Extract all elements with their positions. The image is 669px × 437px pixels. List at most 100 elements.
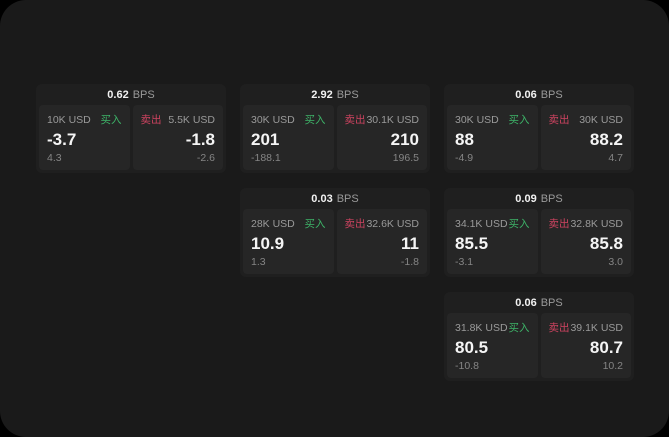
buy-price: 85.5 [455,234,489,253]
card-body: 31.8K USD 买入 80.5 -10.8 卖出 39.1K USD 80.… [444,313,634,381]
bps-unit-label: BPS [540,88,563,101]
buy-panel-top: 30K USD 买入 [251,112,326,127]
sell-amount: 5.5K USD [168,113,215,126]
sell-sub-value: 4.7 [608,152,623,164]
buy-amount: 31.8K USD [455,321,508,334]
card-body: 10K USD 买入 -3.7 4.3 卖出 5.5K USD -1.8 -2.… [36,105,226,173]
sell-panel[interactable]: 卖出 5.5K USD -1.8 -2.6 [132,105,223,170]
buy-amount: 10K USD [47,113,91,126]
sell-panel-top: 卖出 5.5K USD [141,112,216,127]
buy-label: 买入 [304,218,326,230]
sell-price: 11 [401,234,419,253]
buy-sub-value: 4.3 [47,152,62,164]
sell-label: 卖出 [548,218,570,230]
sell-label: 卖出 [344,114,366,126]
buy-panel-top: 34.1K USD 买入 [455,216,530,231]
bps-value: 0.09 [515,192,537,205]
buy-label: 买入 [508,322,530,334]
sell-panel[interactable]: 卖出 30K USD 88.2 4.7 [540,105,631,170]
sell-amount: 39.1K USD [570,321,623,334]
buy-price: 88 [455,130,474,149]
buy-panel[interactable]: 10K USD 买入 -3.7 4.3 [39,105,130,170]
card-header: 0.09 BPS [444,188,634,209]
buy-label: 买入 [100,114,122,126]
card-body: 30K USD 买入 201 -188.1 卖出 30.1K USD 210 1… [240,105,430,173]
buy-amount: 30K USD [251,113,295,126]
buy-panel-top: 31.8K USD 买入 [455,320,530,335]
bps-unit-label: BPS [540,296,563,309]
buy-sub-value: -4.9 [455,152,474,164]
buy-sub-value: 1.3 [251,256,266,268]
buy-panel[interactable]: 30K USD 买入 201 -188.1 [243,105,334,170]
bps-value: 0.62 [107,88,129,101]
quote-card[interactable]: 0.06 BPS 30K USD 买入 88 -4.9 卖出 30K USD 8… [444,84,634,173]
buy-sub-value: -3.1 [455,256,474,268]
sell-amount: 32.6K USD [366,217,419,230]
sell-sub-value: 196.5 [392,152,419,164]
bps-value: 0.03 [311,192,333,205]
buy-panel[interactable]: 34.1K USD 买入 85.5 -3.1 [447,209,538,274]
sell-label: 卖出 [548,114,570,126]
card-header: 0.62 BPS [36,84,226,105]
buy-panel[interactable]: 28K USD 买入 10.9 1.3 [243,209,334,274]
buy-amount: 34.1K USD [455,217,508,230]
sell-label: 卖出 [548,322,570,334]
sell-label: 卖出 [140,114,162,126]
bps-value: 0.06 [515,88,537,101]
bps-unit-label: BPS [132,88,155,101]
card-body: 30K USD 买入 88 -4.9 卖出 30K USD 88.2 4.7 [444,105,634,173]
bps-unit-label: BPS [336,88,359,101]
sell-price: 88.2 [589,130,623,149]
sell-amount: 30.1K USD [366,113,419,126]
sell-panel-top: 卖出 30.1K USD [345,112,420,127]
quote-card[interactable]: 0.03 BPS 28K USD 买入 10.9 1.3 卖出 32.6K US… [240,188,430,277]
bps-unit-label: BPS [336,192,359,205]
buy-amount: 28K USD [251,217,295,230]
card-body: 34.1K USD 买入 85.5 -3.1 卖出 32.8K USD 85.8… [444,209,634,277]
sell-panel[interactable]: 卖出 39.1K USD 80.7 10.2 [540,313,631,378]
sell-price: 85.8 [589,234,623,253]
buy-panel[interactable]: 30K USD 买入 88 -4.9 [447,105,538,170]
sell-panel[interactable]: 卖出 32.8K USD 85.8 3.0 [540,209,631,274]
sell-amount: 30K USD [579,113,623,126]
sell-panel-top: 卖出 32.8K USD [549,216,624,231]
sell-panel[interactable]: 卖出 30.1K USD 210 196.5 [336,105,427,170]
quote-card[interactable]: 0.06 BPS 31.8K USD 买入 80.5 -10.8 卖出 39.1… [444,292,634,381]
buy-amount: 30K USD [455,113,499,126]
buy-panel-top: 28K USD 买入 [251,216,326,231]
bps-unit-label: BPS [540,192,563,205]
bps-value: 2.92 [311,88,333,101]
sell-amount: 32.8K USD [570,217,623,230]
sell-panel-top: 卖出 30K USD [549,112,624,127]
quote-card[interactable]: 0.62 BPS 10K USD 买入 -3.7 4.3 卖出 5.5K USD… [36,84,226,173]
card-header: 0.06 BPS [444,84,634,105]
quote-card[interactable]: 2.92 BPS 30K USD 买入 201 -188.1 卖出 30.1K … [240,84,430,173]
buy-price: 80.5 [455,338,489,357]
buy-price: 10.9 [251,234,285,253]
sell-panel-top: 卖出 39.1K USD [549,320,624,335]
quote-card[interactable]: 0.09 BPS 34.1K USD 买入 85.5 -3.1 卖出 32.8K… [444,188,634,277]
buy-sub-value: -188.1 [251,152,281,164]
buy-panel-top: 10K USD 买入 [47,112,122,127]
sell-sub-value: 10.2 [602,360,623,372]
sell-sub-value: -2.6 [196,152,215,164]
sell-price: -1.8 [185,130,215,149]
buy-panel[interactable]: 31.8K USD 买入 80.5 -10.8 [447,313,538,378]
bps-value: 0.06 [515,296,537,309]
sell-price: 210 [390,130,419,149]
buy-label: 买入 [304,114,326,126]
card-header: 2.92 BPS [240,84,430,105]
card-header: 0.06 BPS [444,292,634,313]
sell-panel[interactable]: 卖出 32.6K USD 11 -1.8 [336,209,427,274]
card-body: 28K USD 买入 10.9 1.3 卖出 32.6K USD 11 -1.8 [240,209,430,277]
sell-sub-value: 3.0 [608,256,623,268]
buy-label: 买入 [508,218,530,230]
sell-sub-value: -1.8 [400,256,419,268]
buy-label: 买入 [508,114,530,126]
buy-price: -3.7 [47,130,77,149]
card-header: 0.03 BPS [240,188,430,209]
buy-price: 201 [251,130,280,149]
buy-panel-top: 30K USD 买入 [455,112,530,127]
sell-label: 卖出 [344,218,366,230]
